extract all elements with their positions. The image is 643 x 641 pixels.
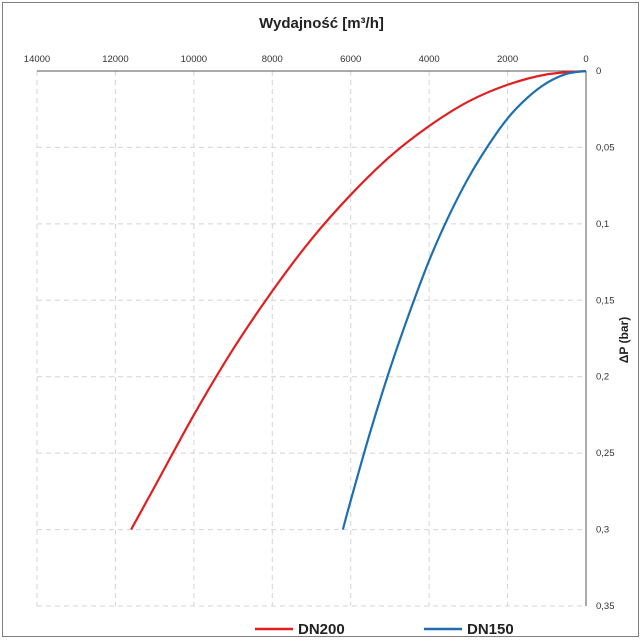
x-tick-label: 4000 xyxy=(419,54,440,65)
x-tick-label: 8000 xyxy=(262,54,283,65)
x-tick-label: 0 xyxy=(583,54,588,65)
x-tick-label: 12000 xyxy=(102,54,128,65)
y-tick-label: 0,1 xyxy=(596,219,609,230)
legend-layer: DN200 DN150 xyxy=(255,621,514,638)
chart-title: Wydajność [m³/h] xyxy=(259,15,384,32)
x-tick-label: 14000 xyxy=(24,54,50,65)
x-tick-label: 6000 xyxy=(340,54,361,65)
legend-label-dn150: DN150 xyxy=(467,621,514,638)
series-line-dn150 xyxy=(341,69,587,530)
y-tick-label: 0,25 xyxy=(596,448,615,459)
y-tick-label: 0,05 xyxy=(596,142,615,153)
x-tick-label: 10000 xyxy=(181,54,207,65)
y-tick-label: 0,35 xyxy=(596,601,615,612)
legend-label-dn200: DN200 xyxy=(298,621,345,638)
y-tick-label: 0,3 xyxy=(596,525,609,536)
y-axis-label: ΔP (bar) xyxy=(617,317,631,363)
y-tick-label: 0 xyxy=(596,66,601,77)
series-layer xyxy=(130,69,587,531)
x-tick-label: 2000 xyxy=(497,54,518,65)
axis-layer: 14000 12000 10000 8000 6000 4000 2000 00 0,05 0,1… xyxy=(24,54,615,612)
series-line-dn200 xyxy=(130,69,587,531)
y-tick-label: 0,2 xyxy=(596,372,609,383)
grid-layer xyxy=(36,71,586,607)
y-tick-label: 0,15 xyxy=(596,295,615,306)
